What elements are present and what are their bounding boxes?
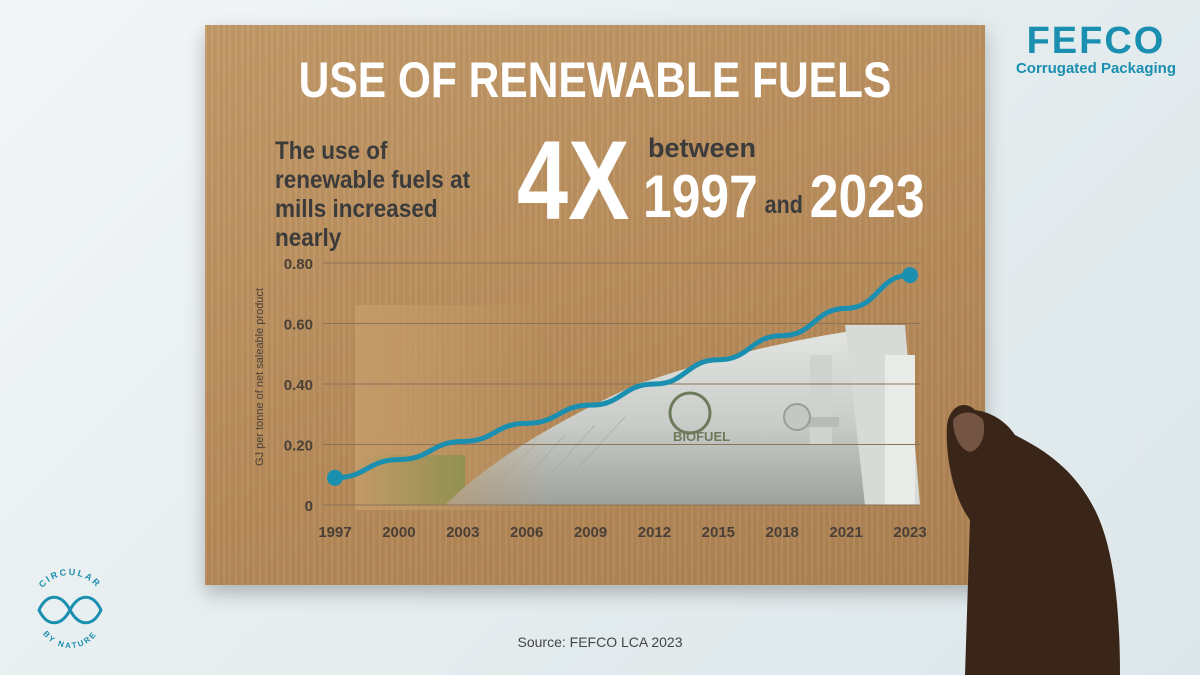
cardboard-card: USE OF RENEWABLE FUELS The use of renewa… [205,25,985,585]
x-tick-label: 2018 [766,524,799,541]
x-tick-label: 2015 [702,524,735,541]
x-tick-label: 2012 [638,524,671,541]
x-tick-label: 2023 [893,524,926,541]
brand-name: FEFCO [1026,20,1166,62]
year-end: 2023 [809,163,925,230]
x-axis-ticks: 1997 2000 2003 2006 2009 2012 2015 2018 2021 2023 [318,524,926,541]
badge-top-text: CIRCULAR [37,567,102,590]
headline-lead: The use of renewable fuels at mills incr… [275,137,471,252]
page-title: USE OF RENEWABLE FUELS [298,52,892,108]
x-tick-label: 2009 [574,524,607,541]
y-tick-label: 0.60 [284,317,313,334]
y-tick-label: 0.20 [284,438,313,455]
infinity-icon [37,595,103,625]
start-point [327,469,343,486]
biofuel-tank-photo: BIOFUEL [355,305,920,510]
y-tick-label: 0.80 [284,256,313,273]
end-point [902,267,918,284]
y-tick-label: 0 [305,498,313,515]
x-tick-label: 2000 [382,524,415,541]
headline-multiplier: 4X [517,118,630,243]
series-line [332,272,913,481]
brand-tagline: Corrugated Packaging [1015,60,1176,77]
renewable-fuels-chart: BIOFUEL 0 0.20 0.40 0.60 0.80 1997 2000 2003 20… [254,256,927,541]
year-start: 1997 [643,163,758,230]
y-axis-label: GJ per tonne of net saleable product [254,288,266,466]
x-tick-label: 1997 [318,524,351,541]
source-note: Source: FEFCO LCA 2023 [517,634,683,650]
headline-between: between [648,133,757,163]
chart-series [327,267,918,486]
headline-years: 1997 and 2023 [643,162,925,231]
y-axis-ticks: 0 0.20 0.40 0.60 0.80 [284,256,313,515]
holding-hand [946,405,1120,675]
x-tick-label: 2021 [829,524,862,541]
chart-grid [323,262,920,506]
year-and: and [764,191,803,219]
circular-by-nature-badge: CIRCULAR BY NATURE [37,567,104,650]
y-tick-label: 0.40 [284,377,313,394]
x-tick-label: 2006 [510,524,543,541]
fefco-logo: FEFCO Corrugated Packaging [1016,22,1176,77]
biofuel-label: BIOFUEL [673,429,730,444]
svg-text:CIRCULAR: CIRCULAR [37,567,104,590]
x-tick-label: 2003 [446,524,479,541]
